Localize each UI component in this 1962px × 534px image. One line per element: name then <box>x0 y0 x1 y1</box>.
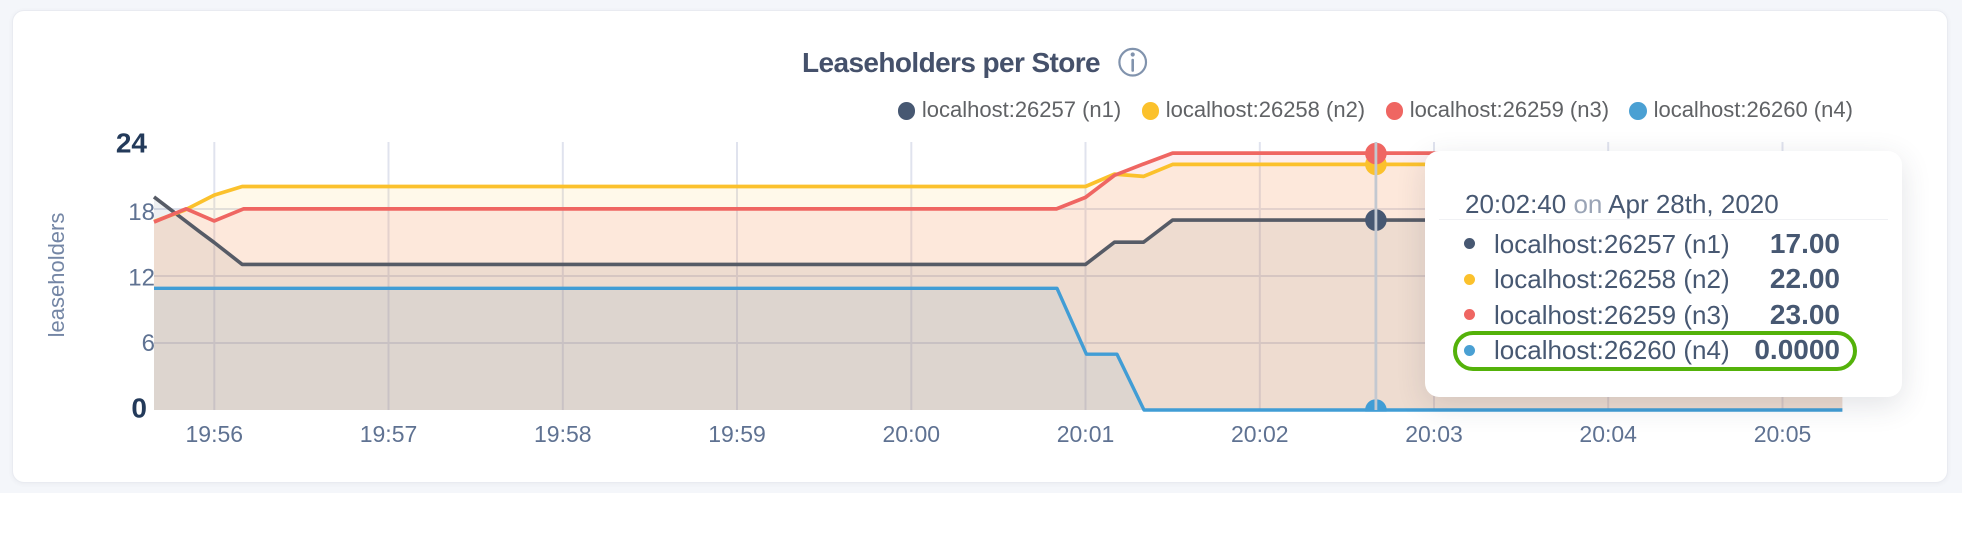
svg-text:19:56: 19:56 <box>186 421 244 447</box>
svg-text:20:04: 20:04 <box>1579 421 1637 447</box>
svg-text:20:00: 20:00 <box>883 421 941 447</box>
svg-text:20:03: 20:03 <box>1405 421 1463 447</box>
svg-text:19:59: 19:59 <box>708 421 766 447</box>
svg-text:20:01: 20:01 <box>1057 421 1115 447</box>
svg-text:20:02: 20:02 <box>1231 421 1289 447</box>
svg-text:6: 6 <box>142 330 155 357</box>
svg-text:19:57: 19:57 <box>360 421 418 447</box>
svg-text:18: 18 <box>128 199 155 226</box>
svg-text:20:05: 20:05 <box>1754 421 1812 447</box>
svg-text:24: 24 <box>116 127 148 158</box>
svg-text:12: 12 <box>128 265 155 292</box>
svg-text:0: 0 <box>131 393 147 424</box>
svg-text:19:58: 19:58 <box>534 421 592 447</box>
svg-text:leaseholders: leaseholders <box>44 213 69 338</box>
